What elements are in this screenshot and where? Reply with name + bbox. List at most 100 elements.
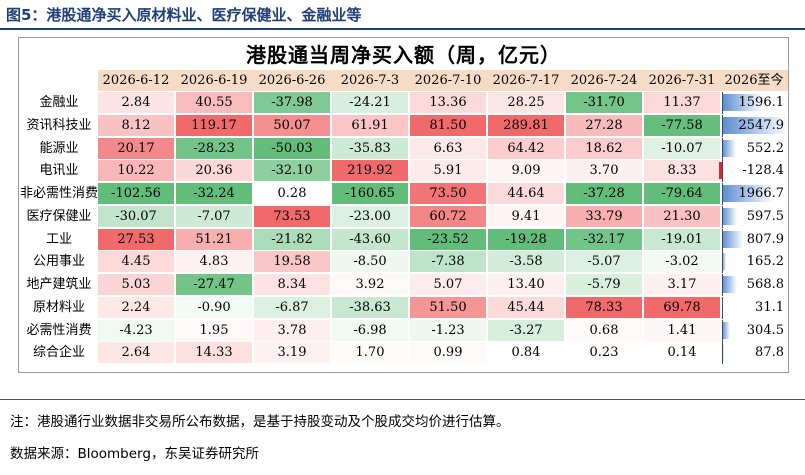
column-header: 2026-7-17	[492, 73, 560, 88]
heatmap-cell: -27.47	[176, 274, 252, 295]
ytd-value: 807.9	[746, 231, 784, 247]
ytd-axis-line	[722, 92, 723, 114]
heatmap-cell: -3.27	[488, 319, 564, 341]
heatmap-cell: -32.24	[176, 183, 252, 204]
heatmap-cell: 33.79	[566, 205, 642, 227]
heatmap-cell: 9.09	[488, 160, 564, 182]
column-header: 2026-6-26	[258, 73, 326, 88]
heatmap-cell: 0.28	[254, 183, 330, 204]
column-header: 2026-7-10	[414, 73, 482, 88]
heatmap-cell: 4.83	[176, 251, 252, 273]
heatmap-cell: -3.02	[644, 251, 720, 273]
heatmap-cell: 19.58	[254, 251, 330, 273]
row-label: 原材料业	[32, 299, 85, 315]
heatmap-cell: 73.53	[254, 205, 330, 227]
heatmap-cell: 1.95	[176, 319, 252, 341]
heatmap-cell: 1.70	[332, 342, 408, 364]
heatmap-cell: -23.52	[410, 228, 486, 250]
footnote: 注：港股通行业数据非交易所公布数据，是基于持股变动及个股成交均价进行估算。	[10, 414, 510, 430]
title-rule	[0, 28, 805, 30]
heatmap-cell: 3.19	[254, 342, 330, 364]
heatmap-cell: -50.03	[254, 137, 330, 159]
heatmap-cell: 28.25	[488, 92, 564, 113]
heatmap-cell: -6.98	[332, 319, 408, 341]
footer-rule	[0, 399, 805, 400]
heatmap-cell: 2.24	[98, 296, 174, 318]
heatmap-cell: -7.38	[410, 251, 486, 273]
heatmap-cell: 1.41	[644, 319, 720, 341]
heatmap-cell: -19.28	[488, 228, 564, 250]
heatmap-cell: 60.72	[410, 205, 486, 227]
heatmap-cell: 3.17	[644, 274, 720, 295]
heatmap-cell: -10.07	[644, 137, 720, 159]
heatmap-cell: -77.58	[644, 114, 720, 136]
ytd-axis-line	[722, 205, 723, 228]
heatmap-cell: 2.64	[98, 342, 174, 364]
ytd-axis-line	[722, 114, 723, 137]
heatmap-cell: 5.07	[410, 274, 486, 295]
ytd-bar	[722, 230, 743, 248]
ytd-cell: 1966.7	[720, 183, 788, 204]
heatmap-cell: 289.81	[488, 114, 564, 136]
column-header: 2026-6-12	[102, 73, 170, 88]
heatmap-cell: 69.78	[644, 296, 720, 318]
heatmap-cell: 0.23	[566, 342, 642, 364]
column-header: 2026-7-31	[648, 73, 716, 88]
ytd-bar	[722, 94, 764, 111]
heatmap-cell: 5.91	[410, 160, 486, 182]
heatmap-cell: 6.63	[410, 137, 486, 159]
heatmap-cell: 4.45	[98, 251, 174, 273]
ytd-value: 304.5	[746, 322, 784, 338]
data-source: 数据来源：Bloomberg，东吴证券研究所	[10, 446, 259, 462]
heatmap-cell: 61.91	[332, 114, 408, 136]
heatmap-cell: 11.37	[644, 92, 720, 113]
ytd-axis-line	[722, 160, 723, 183]
ytd-cell: 1596.1	[720, 92, 788, 113]
ytd-axis-line	[722, 342, 723, 365]
heatmap-cell: -102.56	[98, 183, 174, 204]
heatmap-cell: 51.21	[176, 228, 252, 250]
ytd-cell: 31.1	[720, 297, 788, 318]
heatmap-cell: -7.07	[176, 205, 252, 227]
heatmap-cell: 8.33	[644, 160, 720, 182]
row-label: 电讯业	[39, 163, 79, 179]
chart-title: 港股通当周净买入额（周，亿元）	[246, 43, 561, 67]
heatmap-cell: -21.82	[254, 228, 330, 250]
column-header: 2026-7-3	[340, 73, 400, 88]
heatmap-cell: -1.23	[410, 319, 486, 341]
heatmap-cell: 119.17	[176, 114, 252, 136]
row-label: 地产建筑业	[26, 277, 92, 292]
ytd-value: -128.4	[742, 163, 784, 179]
ytd-value: 552.2	[746, 140, 784, 156]
heatmap-cell: 2.84	[98, 92, 174, 113]
heatmap-cell: 8.34	[254, 274, 330, 295]
heatmap-cell: -5.79	[566, 274, 642, 295]
ytd-cell: 87.8	[720, 342, 788, 363]
row-label: 综合企业	[32, 345, 85, 361]
heatmap-cell: -23.00	[332, 205, 408, 227]
heatmap-cell: -5.07	[566, 251, 642, 273]
header-band	[98, 70, 788, 91]
heatmap-cell: 8.12	[98, 114, 174, 136]
heatmap-cell: 40.55	[176, 92, 252, 113]
heatmap-cell: 0.68	[566, 319, 642, 341]
heatmap-cell: 3.92	[332, 274, 408, 295]
heatmap-cell: 219.92	[332, 160, 408, 182]
heatmap-cell: 0.99	[410, 342, 486, 364]
heatmap-cell: 20.36	[176, 160, 252, 182]
ytd-axis-line	[722, 251, 723, 274]
heatmap-cell: -8.50	[332, 251, 408, 273]
heatmap-cell: 0.84	[488, 342, 564, 364]
figure-title: 图5：港股通净买入原材料业、医疗保健业、金融业等	[6, 6, 362, 24]
ytd-axis-line	[722, 319, 723, 342]
heatmap-cell: 18.62	[566, 137, 642, 159]
heatmap-cell: -4.23	[98, 319, 174, 341]
ytd-cell: 304.5	[720, 320, 788, 341]
row-label: 资讯科技业	[26, 117, 92, 133]
ytd-axis-line	[722, 183, 723, 205]
heatmap-cell: -38.63	[332, 296, 408, 318]
heatmap-cell: 13.36	[410, 92, 486, 113]
heatmap-cell: 3.70	[566, 160, 642, 182]
ytd-value: 597.5	[746, 208, 784, 224]
ytd-value: 1966.7	[738, 186, 785, 201]
